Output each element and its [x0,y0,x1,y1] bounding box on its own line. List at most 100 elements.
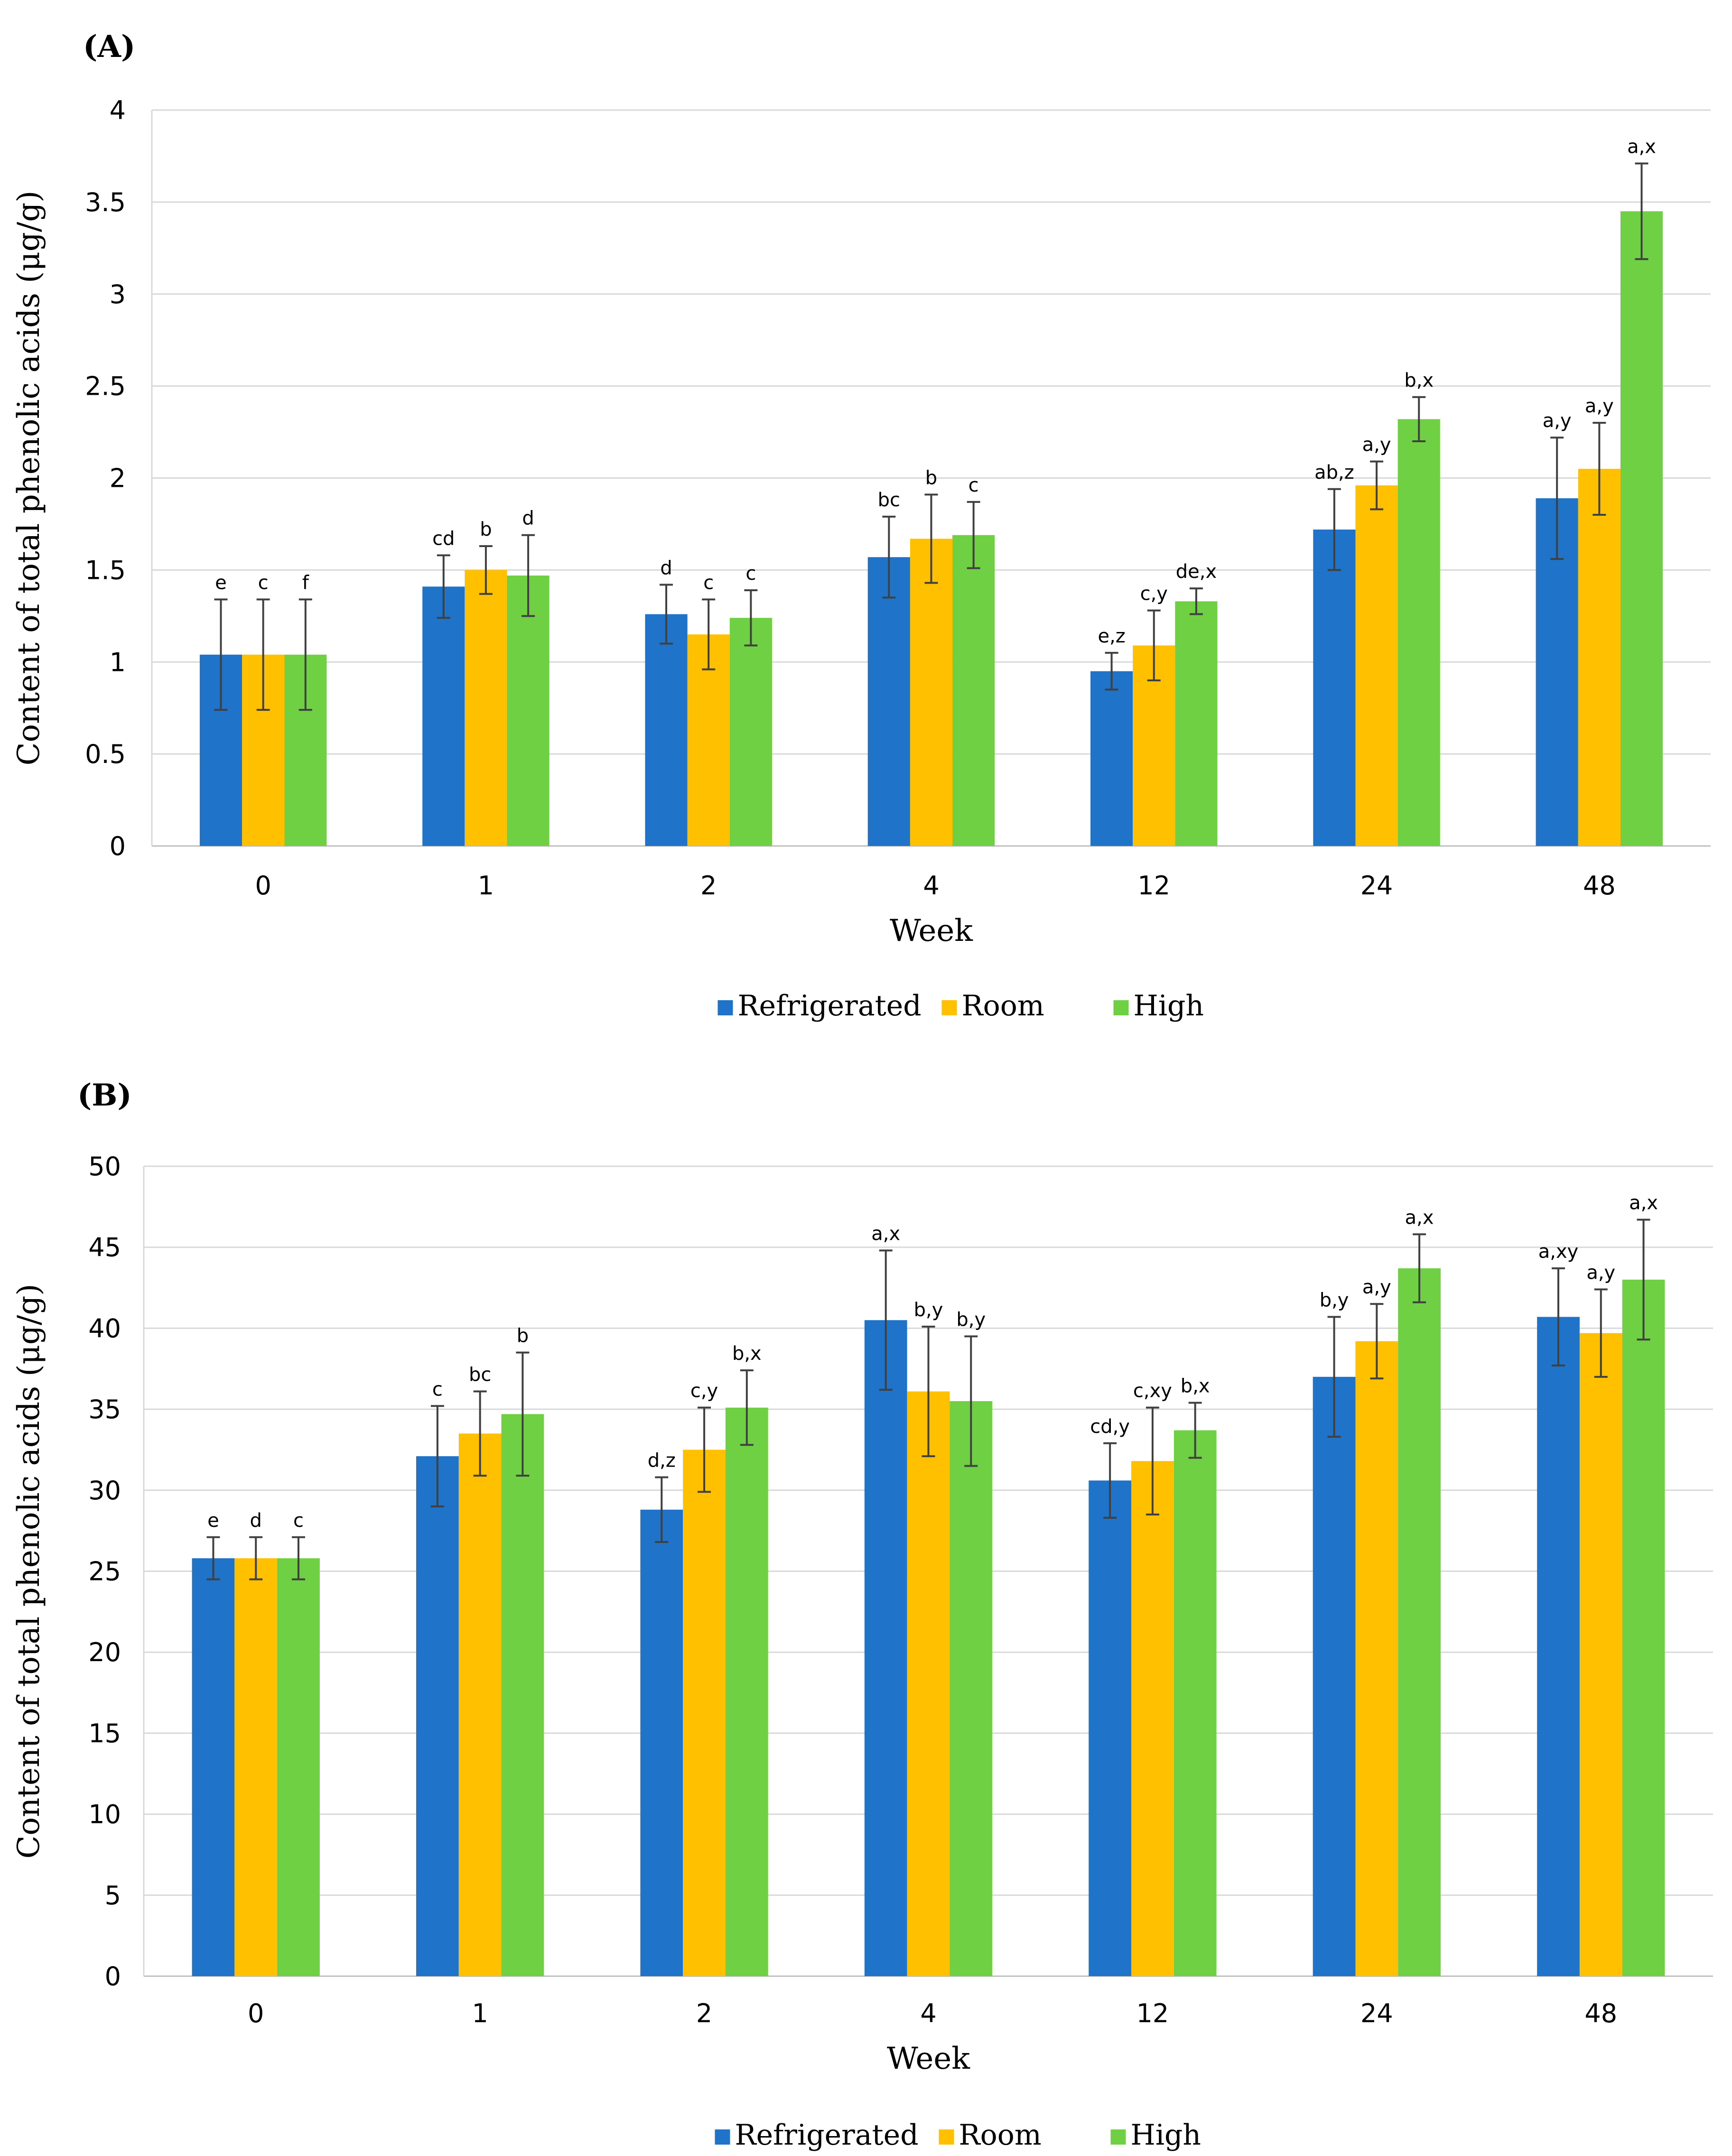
error-bar [1189,587,1203,615]
legend-label: High [1134,989,1204,1022]
legend-label: Room [959,2119,1042,2152]
bar [192,1558,235,1976]
bar [1131,1461,1174,1976]
bar-letter-label: de,x [1176,561,1217,583]
error-bar [521,534,535,617]
bar-letter-label: b,y [956,1309,986,1330]
error-bar [437,554,450,619]
error-bar [1327,488,1341,571]
error-bar [967,501,980,569]
error-bar [1103,1442,1117,1519]
x-tick-label: 24 [1360,871,1393,901]
bar-letter-label: a,x [1627,136,1656,158]
legend-swatch [941,1000,957,1015]
bar [683,1450,726,1976]
bar-letter-label: c [968,474,979,496]
bar [725,1407,768,1976]
bar-letter-label: b [480,519,492,540]
x-tick-label: 4 [920,1998,936,2028]
y-tick-label: 2.5 [85,372,126,401]
legend-swatch [939,2129,954,2145]
error-bar [1412,396,1426,442]
bar-letter-label: a,y [1543,410,1572,432]
bar [950,1401,993,1976]
error-bar [1105,651,1118,691]
bar [1578,469,1620,846]
bar [1537,1317,1580,1976]
x-tick-label: 12 [1136,1998,1169,2028]
legend: Refrigerated Room High [717,989,1204,1022]
bar-letter-label: b,y [1320,1290,1349,1311]
legend-swatch [715,2129,730,2145]
bar-letter-label: b [925,467,937,489]
bar-letter-label: c [745,563,756,585]
bar [1089,1480,1132,1976]
bar [416,1456,459,1976]
x-axis-title: Week [887,2041,970,2076]
bar-letter-label: a,x [1629,1192,1658,1214]
y-tick-label: 40 [88,1313,121,1343]
y-tick-label: 1 [110,647,126,677]
bar [952,535,995,846]
bar [501,1414,544,1976]
legend-label: Refrigerated [735,2119,919,2152]
error-bar [1370,1303,1384,1380]
legend-label: Room [962,989,1044,1022]
x-tick-label: 2 [696,1998,712,2028]
bar-letter-label: b,x [1404,370,1434,391]
bar-letter-label: e [215,572,227,594]
bar-letter-label: d [660,557,672,579]
error-bar [922,1325,935,1458]
bar-letter-label: b,x [1181,1375,1210,1397]
error-bar [698,1406,711,1493]
error-bar [1635,162,1648,260]
bar-letter-label: bc [878,489,900,511]
error-bar [298,598,312,711]
bar [1397,419,1440,846]
bar-letter-label: a,xy [1538,1241,1579,1263]
y-axis-title: Content of total phenolic acids (μg/g) [11,191,47,766]
error-bar [249,1536,263,1580]
y-tick-label: 3 [110,279,126,309]
error-bar [206,1536,220,1580]
legend-label: Refrigerated [738,989,922,1022]
bar [234,1558,278,1976]
bar-letter-label: b,x [732,1343,762,1365]
legend-swatch [1113,1000,1129,1015]
error-bar [964,1335,978,1467]
error-bar [479,545,493,595]
bar [1313,1376,1356,1976]
y-tick-label: 45 [88,1233,121,1263]
error-bar [655,1476,669,1543]
chart-1: (B) 0 5 10 15 20 25 30 35 40 45 50 0 e d c 1 c bc b 2 d,z c,y b… [11,1078,1713,2152]
x-tick-label: 0 [255,871,271,901]
bar [277,1558,320,1976]
error-bar [1370,460,1384,511]
bar [1355,1341,1398,1976]
bar-letter-label: a,y [1585,395,1614,417]
x-tick-label: 1 [478,871,494,901]
error-bar [1413,1233,1426,1303]
bar [645,614,688,846]
error-bar [660,584,673,645]
bar-letter-label: cd,y [1090,1416,1130,1438]
bar [864,1320,907,1976]
legend-label: High [1131,2119,1201,2152]
y-tick-label: 0 [105,1961,121,1991]
y-tick-label: 4 [110,95,126,125]
bar [1620,211,1663,846]
bar [507,576,549,846]
error-bar [1550,437,1564,560]
bar-letter-label: d [250,1510,262,1532]
x-tick-label: 1 [472,1998,488,2028]
y-tick-label: 1.5 [85,555,126,585]
y-tick-label: 5 [105,1880,121,1910]
bar-letter-label: b,y [914,1299,943,1321]
bar [458,1433,502,1976]
bar-letter-label: b [517,1325,529,1347]
bar-letter-label: c [703,572,714,594]
error-bar [1552,1267,1565,1366]
bar-letter-label: ab,z [1314,462,1354,483]
error-bar [1592,422,1606,516]
